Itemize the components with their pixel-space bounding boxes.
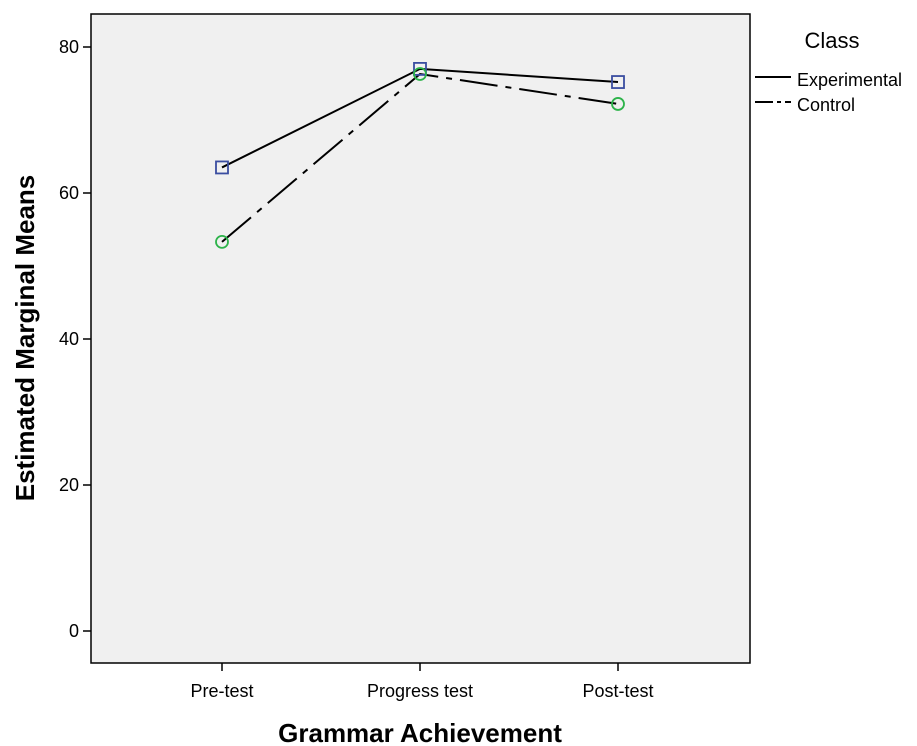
y-tick-label-60: 60 <box>59 183 79 203</box>
x-tick-label-1: Progress test <box>367 681 473 701</box>
y-tick-label-0: 0 <box>69 621 79 641</box>
y-tick-label-80: 80 <box>59 37 79 57</box>
y-axis: 0 20 40 60 80 <box>59 37 91 641</box>
marker-control-2 <box>611 97 625 111</box>
marker-control-0 <box>215 235 229 249</box>
plot-area <box>90 13 751 664</box>
series-markers <box>215 62 625 249</box>
x-axis-title: Grammar Achievement <box>278 718 562 746</box>
x-tick-label-2: Post-test <box>582 681 653 701</box>
marker-experimental-2 <box>611 75 625 89</box>
legend-title: Class <box>804 28 859 53</box>
legend-label-experimental: Experimental <box>797 70 902 90</box>
y-tick-label-40: 40 <box>59 329 79 349</box>
y-tick-label-20: 20 <box>59 475 79 495</box>
y-axis-title: Estimated Marginal Means <box>10 175 40 502</box>
marker-experimental-1 <box>413 62 427 76</box>
marker-experimental-0 <box>215 160 229 175</box>
marker-control-1 <box>413 67 427 81</box>
x-axis: Pre-test Progress test Post-test <box>190 663 654 701</box>
legend-label-control: Control <box>797 95 855 115</box>
legend: Class Experimental Control <box>755 28 902 115</box>
x-tick-label-0: Pre-test <box>190 681 253 701</box>
